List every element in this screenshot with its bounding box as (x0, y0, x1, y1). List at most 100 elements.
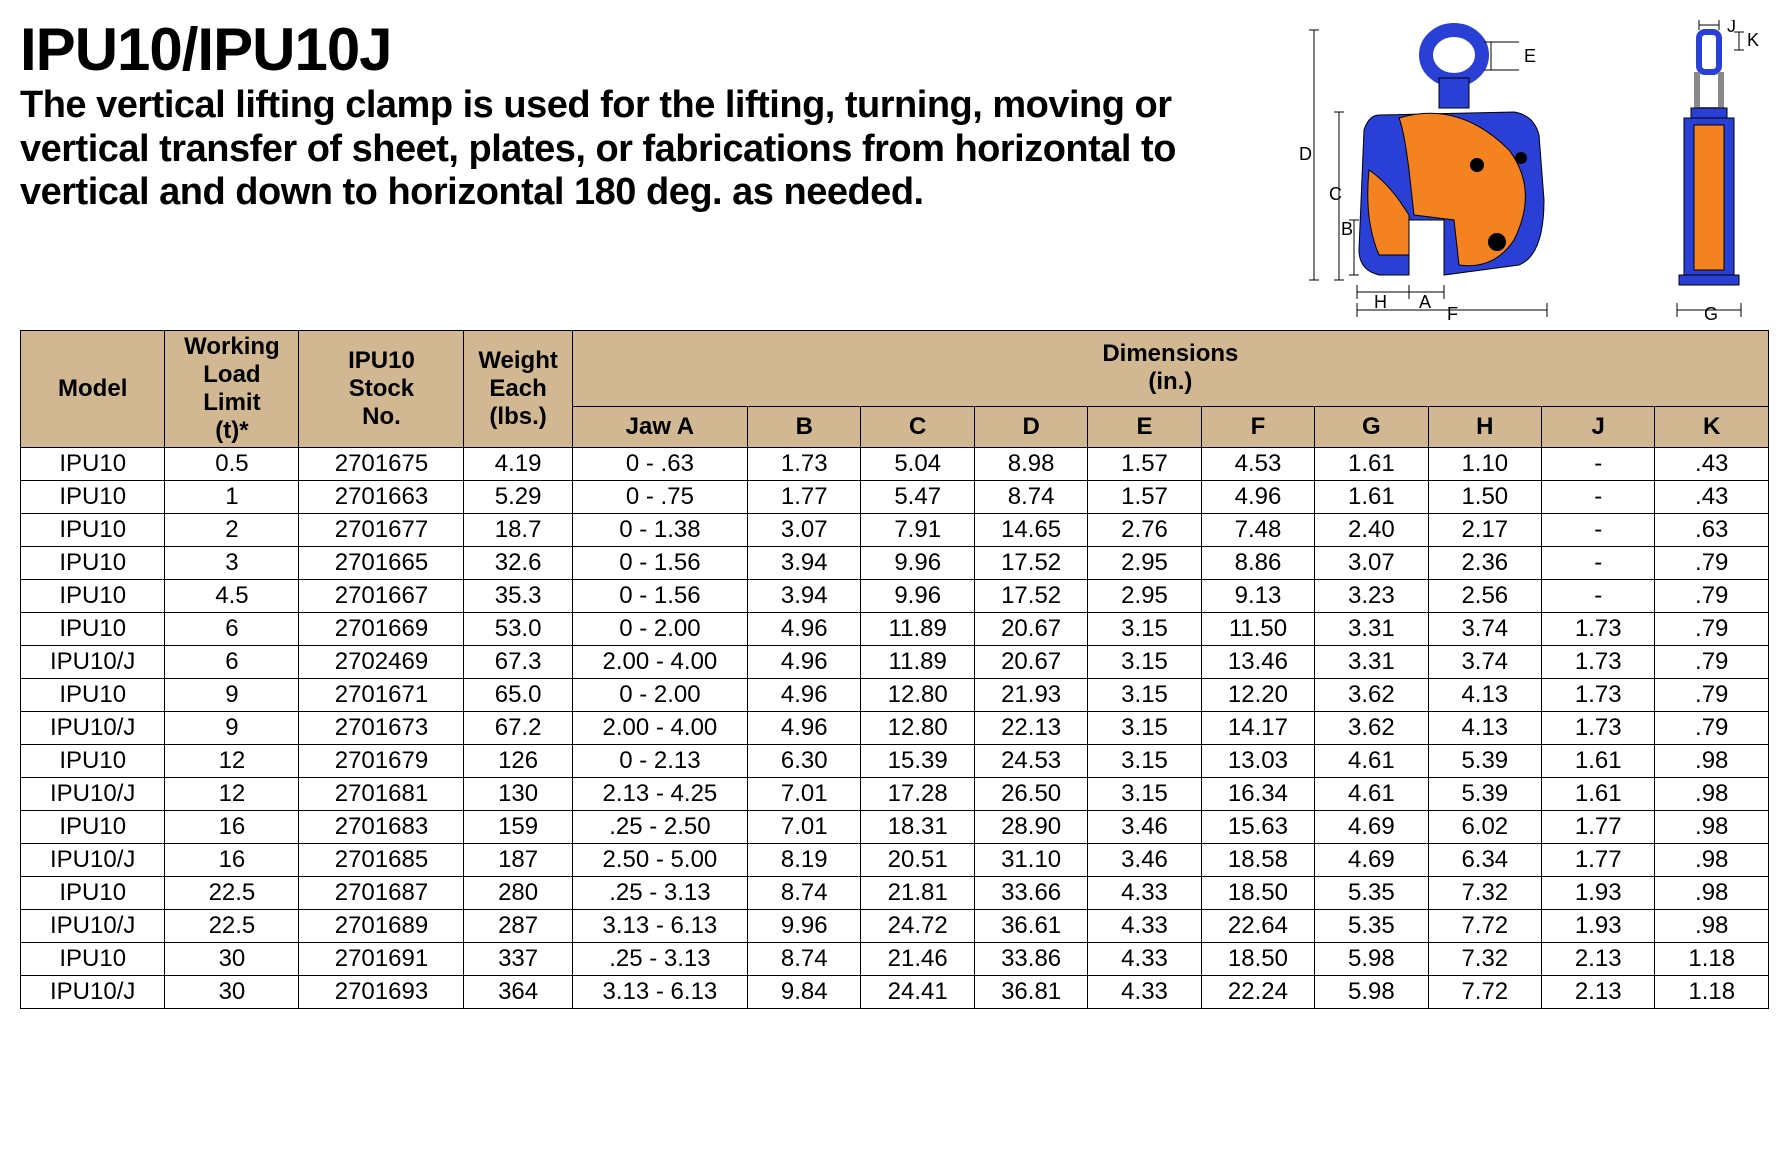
table-cell: 0.5 (165, 448, 299, 481)
front-diagram: D C B E F H A (1259, 20, 1589, 320)
table-cell: 3.62 (1315, 712, 1428, 745)
table-cell: 3.31 (1315, 646, 1428, 679)
table-cell: .43 (1655, 481, 1769, 514)
table-cell: IPU10 (21, 613, 165, 646)
table-cell: 8.86 (1201, 547, 1314, 580)
table-cell: 4.5 (165, 580, 299, 613)
table-cell: 14.65 (974, 514, 1087, 547)
dim-label-e: E (1524, 46, 1536, 66)
table-cell: 2701683 (299, 811, 464, 844)
table-cell: 1.93 (1542, 877, 1655, 910)
table-cell: 3.15 (1088, 613, 1201, 646)
table-cell: 2.50 - 5.00 (572, 844, 747, 877)
table-cell: 6 (165, 646, 299, 679)
table-cell: .98 (1655, 910, 1769, 943)
table-cell: 287 (464, 910, 572, 943)
table-cell: 1.18 (1655, 943, 1769, 976)
table-cell: 67.3 (464, 646, 572, 679)
table-cell: 2701671 (299, 679, 464, 712)
table-cell: 1.77 (1542, 811, 1655, 844)
table-cell: 7.48 (1201, 514, 1314, 547)
table-cell: 4.53 (1201, 448, 1314, 481)
table-cell: 30 (165, 943, 299, 976)
table-cell: 9 (165, 712, 299, 745)
hdr-wll-3: (t)* (215, 417, 248, 444)
table-cell: 2702469 (299, 646, 464, 679)
text-block: IPU10/IPU10J The vertical lifting clamp … (20, 20, 1259, 215)
table-cell: 67.2 (464, 712, 572, 745)
table-row: IPU10127016635.290 - .751.775.478.741.57… (21, 481, 1769, 514)
table-cell: 3.94 (748, 547, 861, 580)
table-cell: 2701667 (299, 580, 464, 613)
table-cell: 2.95 (1088, 580, 1201, 613)
table-cell: 21.46 (861, 943, 974, 976)
dim-label-a: A (1419, 292, 1431, 312)
table-cell: 9.96 (748, 910, 861, 943)
table-cell: 9 (165, 679, 299, 712)
table-cell: 2701677 (299, 514, 464, 547)
table-cell: .98 (1655, 778, 1769, 811)
table-cell: 1.50 (1428, 481, 1541, 514)
table-cell: 0 - .63 (572, 448, 747, 481)
table-cell: 4.61 (1315, 745, 1428, 778)
hdr-dims-1: Dimensions (1102, 340, 1238, 367)
table-cell: .79 (1655, 712, 1769, 745)
table-cell: 130 (464, 778, 572, 811)
table-cell: 1.61 (1315, 481, 1428, 514)
table-cell: 0 - .75 (572, 481, 747, 514)
table-cell: 9.96 (861, 547, 974, 580)
table-cell: - (1542, 580, 1655, 613)
hdr-dims-2: (in.) (1148, 368, 1192, 395)
table-cell: 16 (165, 844, 299, 877)
table-cell: 1.73 (1542, 613, 1655, 646)
table-cell: IPU10 (21, 811, 165, 844)
table-cell: .63 (1655, 514, 1769, 547)
table-cell: 30 (165, 976, 299, 1009)
table-cell: 53.0 (464, 613, 572, 646)
table-cell: 159 (464, 811, 572, 844)
table-cell: 7.01 (748, 778, 861, 811)
table-cell: 4.13 (1428, 679, 1541, 712)
dim-label-h: H (1374, 292, 1387, 312)
table-cell: 2.13 (1542, 976, 1655, 1009)
table-cell: 8.98 (974, 448, 1087, 481)
table-row: IPU106270166953.00 - 2.004.9611.8920.673… (21, 613, 1769, 646)
table-cell: 4.33 (1088, 877, 1201, 910)
table-cell: 2701689 (299, 910, 464, 943)
table-cell: 1.57 (1088, 448, 1201, 481)
table-cell: IPU10 (21, 745, 165, 778)
table-cell: 2.56 (1428, 580, 1541, 613)
table-cell: .79 (1655, 547, 1769, 580)
table-cell: 22.24 (1201, 976, 1314, 1009)
table-cell: 31.10 (974, 844, 1087, 877)
table-cell: 4.96 (748, 679, 861, 712)
dim-label-f: F (1447, 304, 1458, 320)
dim-label-g: G (1704, 304, 1718, 320)
table-cell: 13.03 (1201, 745, 1314, 778)
table-cell: 9.13 (1201, 580, 1314, 613)
table-cell: 2.17 (1428, 514, 1541, 547)
table-cell: .79 (1655, 679, 1769, 712)
table-cell: 2701685 (299, 844, 464, 877)
table-cell: 2.13 (1542, 943, 1655, 976)
table-cell: 9.84 (748, 976, 861, 1009)
table-cell: 12.20 (1201, 679, 1314, 712)
table-cell: .25 - 3.13 (572, 877, 747, 910)
table-cell: 17.52 (974, 547, 1087, 580)
table-cell: IPU10/J (21, 844, 165, 877)
table-cell: 5.35 (1315, 877, 1428, 910)
table-cell: .43 (1655, 448, 1769, 481)
table-cell: - (1542, 448, 1655, 481)
table-cell: 0 - 2.13 (572, 745, 747, 778)
table-cell: 1.18 (1655, 976, 1769, 1009)
table-cell: 1.61 (1542, 778, 1655, 811)
table-cell: 20.67 (974, 613, 1087, 646)
table-cell: .98 (1655, 844, 1769, 877)
table-row: IPU10162701683159.25 - 2.507.0118.3128.9… (21, 811, 1769, 844)
table-cell: IPU10 (21, 481, 165, 514)
table-cell: 20.51 (861, 844, 974, 877)
table-cell: 15.63 (1201, 811, 1314, 844)
hdr-model: Model (58, 375, 127, 402)
table-row: IPU101227016791260 - 2.136.3015.3924.533… (21, 745, 1769, 778)
table-cell: 8.74 (748, 877, 861, 910)
